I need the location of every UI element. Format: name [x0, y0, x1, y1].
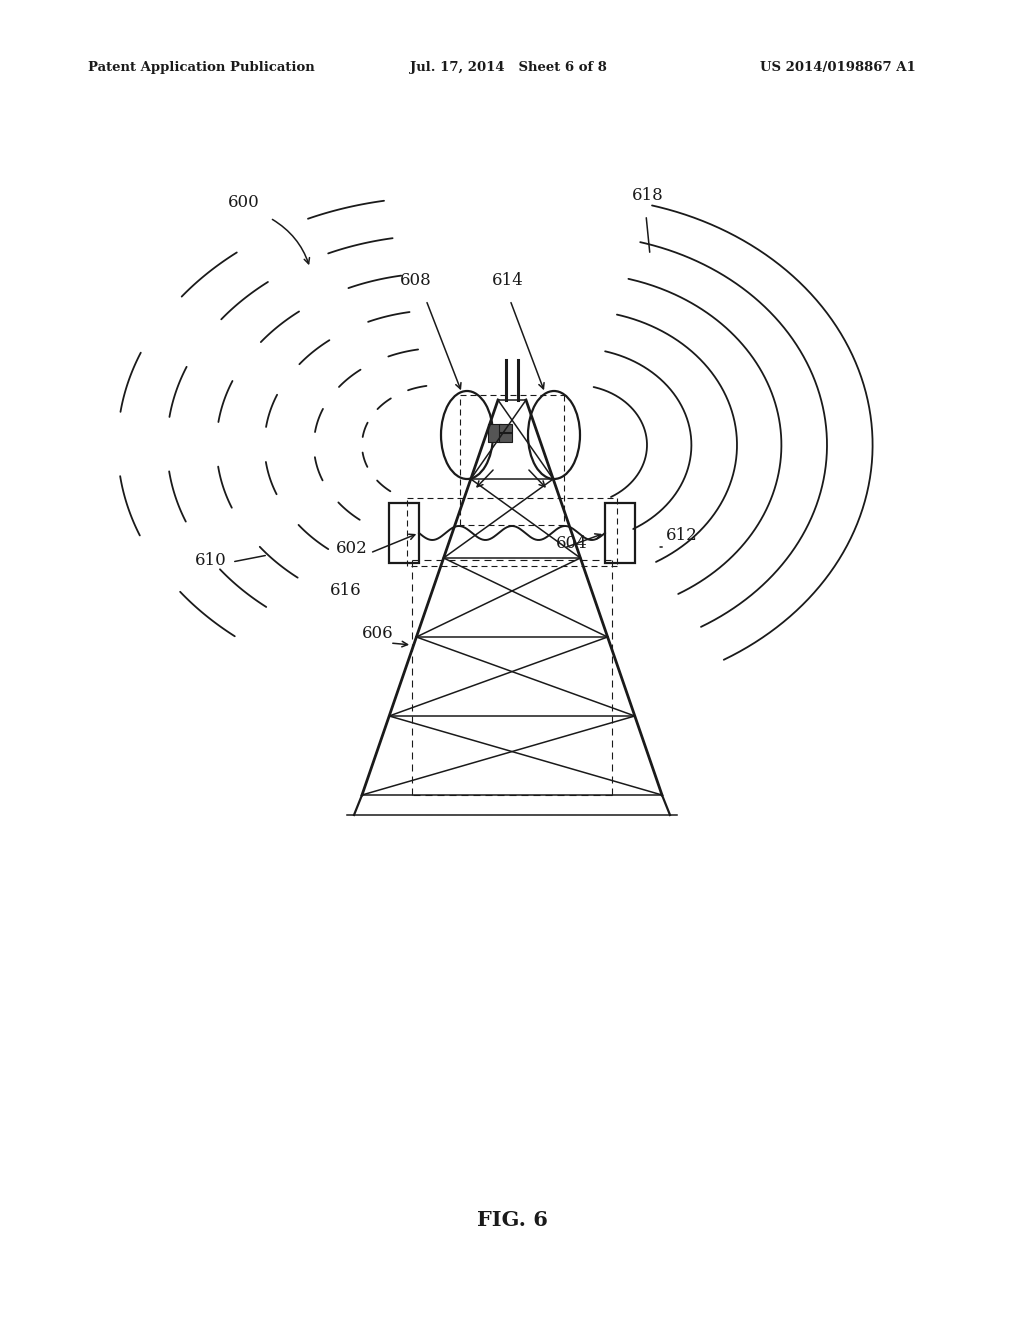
- Text: 604: 604: [556, 535, 588, 552]
- Text: 602: 602: [336, 540, 368, 557]
- Text: Jul. 17, 2014   Sheet 6 of 8: Jul. 17, 2014 Sheet 6 of 8: [410, 62, 607, 74]
- Text: 606: 606: [362, 624, 393, 642]
- Bar: [389, 503, 419, 564]
- Text: 608: 608: [400, 272, 432, 289]
- Text: 614: 614: [492, 272, 523, 289]
- Text: 612: 612: [666, 527, 697, 544]
- Text: 600: 600: [228, 194, 260, 211]
- Bar: [605, 503, 635, 564]
- Text: 610: 610: [195, 552, 226, 569]
- Text: Patent Application Publication: Patent Application Publication: [88, 62, 314, 74]
- Text: US 2014/0198867 A1: US 2014/0198867 A1: [760, 62, 915, 74]
- Text: FIG. 6: FIG. 6: [476, 1210, 548, 1230]
- Text: 618: 618: [632, 187, 664, 205]
- Bar: [499, 424, 512, 442]
- Bar: [488, 424, 501, 442]
- Text: 616: 616: [330, 582, 361, 599]
